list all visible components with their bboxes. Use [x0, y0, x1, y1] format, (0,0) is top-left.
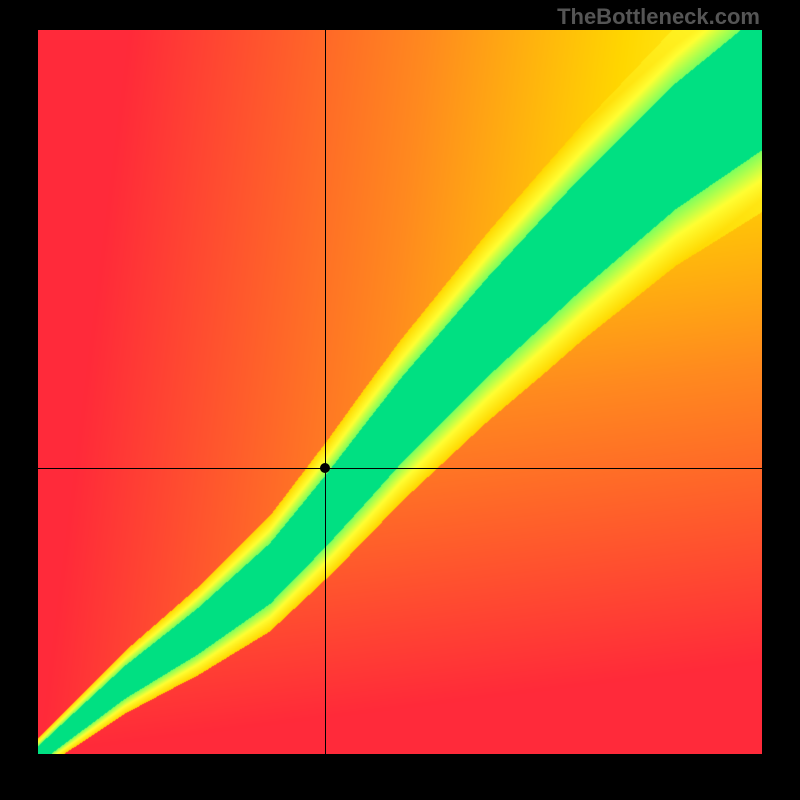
watermark-text: TheBottleneck.com — [557, 4, 760, 30]
crosshair-vertical — [325, 30, 326, 754]
crosshair-horizontal — [38, 468, 762, 469]
heatmap-plot — [38, 30, 762, 754]
heatmap-canvas — [38, 30, 762, 754]
crosshair-marker — [320, 463, 330, 473]
